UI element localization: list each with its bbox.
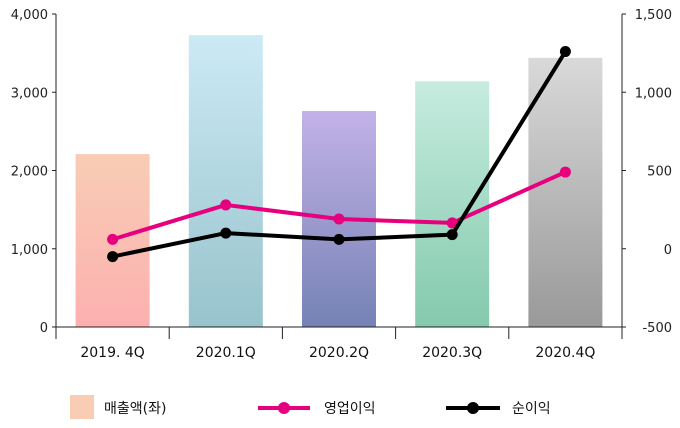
category-label: 2020.1Q	[196, 345, 256, 361]
bar-2	[188, 35, 263, 327]
left-tick-label: 4,000	[11, 8, 48, 23]
series-1-point-5	[559, 166, 571, 178]
legend-swatch-bar	[70, 395, 94, 419]
series-2-point-2	[220, 227, 232, 239]
category-label: 2019. 4Q	[80, 345, 144, 361]
category-label: 2020.3Q	[422, 345, 482, 361]
category-label: 2020.4Q	[535, 345, 595, 361]
series-1-point-1	[107, 233, 119, 245]
series-2-point-1	[107, 251, 119, 263]
bars-layer	[75, 35, 603, 327]
category-labels: 2019. 4Q 2020.1Q 2020.2Q 2020.3Q 2020.4Q	[80, 345, 595, 361]
left-tick-label: 1,000	[11, 243, 48, 258]
legend-label-2: 순이익	[512, 401, 551, 417]
right-tick-label: 0	[664, 243, 672, 258]
right-tick-label: 500	[647, 165, 672, 180]
lines-layer	[107, 46, 571, 263]
left-tick-label: 3,000	[11, 86, 48, 101]
bar-4	[415, 81, 490, 327]
right-tick-label: 1,500	[635, 8, 672, 23]
series-2-point-4	[446, 229, 458, 241]
series-1-point-4	[446, 217, 458, 229]
legend: 매출액(좌) 영업이익 순이익	[70, 395, 551, 419]
left-tick-label: 0	[40, 321, 48, 336]
right-tick-label: 1,000	[635, 86, 672, 101]
legend-label-bar: 매출액(좌)	[104, 401, 166, 417]
right-tick-label: -500	[642, 321, 672, 336]
series-2-point-5	[559, 46, 571, 58]
left-tick-label: 2,000	[11, 165, 48, 180]
legend-marker-1	[278, 402, 290, 414]
legend-marker-2	[467, 402, 479, 414]
category-label: 2020.2Q	[309, 345, 369, 361]
bar-5	[528, 57, 603, 327]
series-1-point-2	[220, 199, 232, 211]
series-1-point-3	[333, 213, 345, 225]
legend-label-1: 영업이익	[324, 401, 376, 417]
series-2-point-3	[333, 233, 345, 245]
axes-layer: 0 1,000 2,000 3,000 4,000 -500 0 500 1,000 1,500	[11, 8, 672, 339]
